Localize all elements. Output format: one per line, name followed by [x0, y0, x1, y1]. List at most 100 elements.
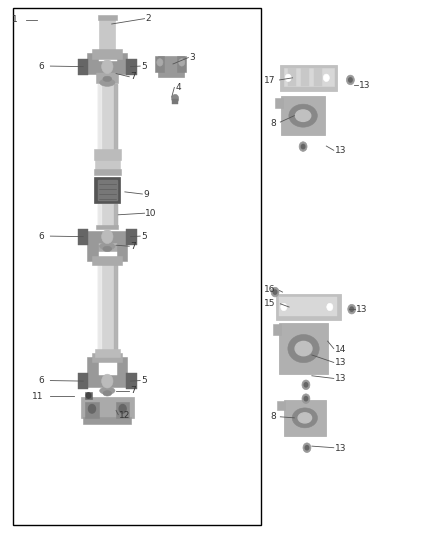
- Bar: [275, 98, 283, 108]
- Ellipse shape: [295, 342, 312, 356]
- Bar: [98, 84, 117, 160]
- Text: 13: 13: [335, 147, 346, 155]
- Text: 6: 6: [38, 62, 44, 70]
- Circle shape: [86, 393, 91, 398]
- Circle shape: [346, 75, 354, 85]
- Bar: [94, 169, 121, 175]
- Bar: [301, 68, 309, 86]
- Text: 12: 12: [119, 411, 131, 420]
- Bar: [279, 323, 328, 374]
- Bar: [98, 262, 117, 357]
- Bar: [280, 65, 337, 91]
- Circle shape: [271, 287, 279, 297]
- Bar: [117, 53, 127, 74]
- Text: 5: 5: [141, 62, 147, 70]
- Ellipse shape: [292, 408, 318, 428]
- Text: 10: 10: [145, 209, 157, 217]
- Bar: [99, 19, 115, 51]
- Ellipse shape: [99, 387, 115, 394]
- Circle shape: [348, 304, 356, 314]
- Ellipse shape: [289, 104, 317, 127]
- Text: 5: 5: [141, 376, 147, 385]
- Circle shape: [102, 374, 113, 388]
- Circle shape: [303, 443, 311, 453]
- Bar: [92, 49, 122, 59]
- Bar: [177, 56, 186, 72]
- Text: 13: 13: [335, 359, 346, 367]
- Text: 9: 9: [144, 190, 149, 198]
- Text: 14: 14: [335, 345, 346, 353]
- Bar: [172, 99, 178, 104]
- Text: 13: 13: [356, 305, 367, 313]
- Circle shape: [302, 380, 310, 390]
- Ellipse shape: [103, 246, 112, 252]
- Bar: [114, 84, 117, 160]
- Bar: [273, 324, 281, 335]
- Circle shape: [88, 405, 95, 413]
- Bar: [95, 159, 120, 171]
- Circle shape: [157, 59, 163, 66]
- Bar: [83, 231, 131, 243]
- Bar: [81, 397, 134, 418]
- Text: 3: 3: [189, 53, 195, 62]
- Text: 2: 2: [145, 14, 151, 23]
- Bar: [288, 68, 296, 86]
- Circle shape: [285, 74, 291, 82]
- Ellipse shape: [103, 76, 112, 82]
- Ellipse shape: [298, 413, 311, 423]
- Bar: [114, 204, 117, 226]
- Circle shape: [299, 142, 307, 151]
- Text: 13: 13: [335, 444, 346, 453]
- Circle shape: [349, 78, 352, 82]
- Bar: [117, 357, 127, 377]
- Bar: [96, 225, 118, 229]
- Bar: [13, 8, 261, 525]
- Bar: [98, 84, 101, 160]
- Circle shape: [350, 307, 353, 311]
- Text: 16: 16: [264, 286, 275, 294]
- Bar: [96, 244, 118, 251]
- Bar: [126, 59, 137, 75]
- Bar: [98, 180, 117, 200]
- Circle shape: [119, 405, 126, 413]
- Circle shape: [305, 446, 309, 450]
- Bar: [87, 357, 98, 377]
- Bar: [276, 294, 341, 320]
- Bar: [116, 402, 129, 418]
- Text: 17: 17: [264, 76, 275, 85]
- Bar: [92, 256, 122, 265]
- Ellipse shape: [288, 335, 319, 362]
- Circle shape: [301, 144, 305, 149]
- Bar: [158, 56, 184, 77]
- Bar: [83, 417, 131, 424]
- Bar: [284, 400, 326, 436]
- Ellipse shape: [99, 243, 115, 250]
- Text: 8: 8: [270, 413, 276, 421]
- Text: 13: 13: [335, 375, 346, 383]
- Bar: [277, 401, 285, 410]
- Circle shape: [102, 60, 113, 74]
- Ellipse shape: [103, 391, 112, 396]
- Bar: [114, 262, 117, 357]
- Circle shape: [273, 290, 277, 294]
- Bar: [98, 262, 117, 357]
- Bar: [87, 53, 98, 74]
- Bar: [126, 229, 137, 245]
- Circle shape: [327, 303, 333, 311]
- Bar: [98, 204, 117, 226]
- Text: 11: 11: [32, 392, 44, 400]
- Bar: [98, 262, 101, 357]
- Circle shape: [281, 303, 287, 311]
- Text: 1: 1: [12, 15, 18, 24]
- Text: 8: 8: [270, 119, 276, 127]
- Bar: [95, 349, 120, 357]
- Text: 6: 6: [38, 376, 44, 385]
- Bar: [92, 353, 122, 362]
- Bar: [83, 61, 131, 72]
- Bar: [78, 229, 88, 245]
- Bar: [98, 204, 101, 226]
- Bar: [98, 204, 117, 226]
- Ellipse shape: [99, 79, 115, 86]
- Circle shape: [304, 383, 307, 387]
- Bar: [155, 56, 164, 72]
